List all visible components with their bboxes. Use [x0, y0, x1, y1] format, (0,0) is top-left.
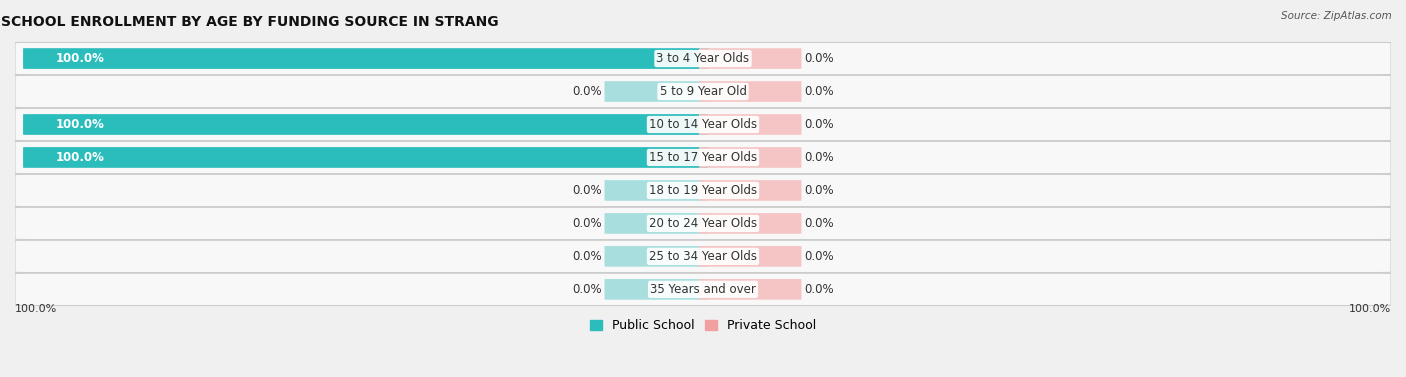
- FancyBboxPatch shape: [15, 42, 1391, 75]
- FancyBboxPatch shape: [699, 279, 801, 300]
- FancyBboxPatch shape: [605, 246, 707, 267]
- Text: 0.0%: 0.0%: [572, 283, 602, 296]
- FancyBboxPatch shape: [699, 81, 801, 102]
- Text: 100.0%: 100.0%: [55, 52, 104, 65]
- FancyBboxPatch shape: [605, 213, 707, 234]
- Text: 0.0%: 0.0%: [572, 217, 602, 230]
- FancyBboxPatch shape: [699, 246, 801, 267]
- Text: 10 to 14 Year Olds: 10 to 14 Year Olds: [650, 118, 756, 131]
- FancyBboxPatch shape: [15, 108, 1391, 141]
- Text: 100.0%: 100.0%: [1348, 304, 1391, 314]
- FancyBboxPatch shape: [15, 75, 1391, 108]
- Text: Source: ZipAtlas.com: Source: ZipAtlas.com: [1281, 11, 1392, 21]
- FancyBboxPatch shape: [22, 114, 709, 135]
- FancyBboxPatch shape: [15, 273, 1391, 305]
- FancyBboxPatch shape: [22, 147, 709, 168]
- Text: 0.0%: 0.0%: [804, 217, 834, 230]
- Text: 20 to 24 Year Olds: 20 to 24 Year Olds: [650, 217, 756, 230]
- Text: 0.0%: 0.0%: [804, 250, 834, 263]
- Text: 100.0%: 100.0%: [15, 304, 58, 314]
- Text: 0.0%: 0.0%: [804, 283, 834, 296]
- Text: SCHOOL ENROLLMENT BY AGE BY FUNDING SOURCE IN STRANG: SCHOOL ENROLLMENT BY AGE BY FUNDING SOUR…: [1, 15, 499, 29]
- FancyBboxPatch shape: [15, 240, 1391, 273]
- FancyBboxPatch shape: [699, 213, 801, 234]
- Text: 18 to 19 Year Olds: 18 to 19 Year Olds: [650, 184, 756, 197]
- Text: 35 Years and over: 35 Years and over: [650, 283, 756, 296]
- Text: 0.0%: 0.0%: [804, 52, 834, 65]
- FancyBboxPatch shape: [699, 114, 801, 135]
- Text: 25 to 34 Year Olds: 25 to 34 Year Olds: [650, 250, 756, 263]
- Text: 0.0%: 0.0%: [572, 85, 602, 98]
- Text: 0.0%: 0.0%: [804, 118, 834, 131]
- FancyBboxPatch shape: [605, 180, 707, 201]
- Text: 0.0%: 0.0%: [572, 250, 602, 263]
- FancyBboxPatch shape: [15, 141, 1391, 174]
- Text: 0.0%: 0.0%: [804, 151, 834, 164]
- Text: 100.0%: 100.0%: [55, 118, 104, 131]
- Text: 0.0%: 0.0%: [804, 85, 834, 98]
- FancyBboxPatch shape: [15, 174, 1391, 207]
- FancyBboxPatch shape: [699, 180, 801, 201]
- Legend: Public School, Private School: Public School, Private School: [585, 314, 821, 337]
- FancyBboxPatch shape: [605, 81, 707, 102]
- FancyBboxPatch shape: [15, 207, 1391, 239]
- Text: 0.0%: 0.0%: [572, 184, 602, 197]
- Text: 0.0%: 0.0%: [804, 184, 834, 197]
- Text: 5 to 9 Year Old: 5 to 9 Year Old: [659, 85, 747, 98]
- FancyBboxPatch shape: [22, 48, 709, 69]
- Text: 100.0%: 100.0%: [55, 151, 104, 164]
- Text: 15 to 17 Year Olds: 15 to 17 Year Olds: [650, 151, 756, 164]
- Text: 3 to 4 Year Olds: 3 to 4 Year Olds: [657, 52, 749, 65]
- FancyBboxPatch shape: [605, 279, 707, 300]
- FancyBboxPatch shape: [699, 147, 801, 168]
- FancyBboxPatch shape: [699, 48, 801, 69]
